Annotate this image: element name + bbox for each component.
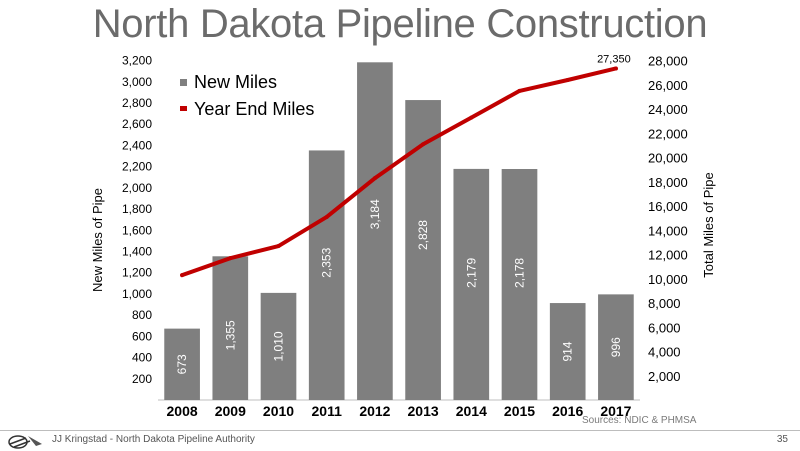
left-tick-label: 2,200 <box>122 160 152 174</box>
left-tick-label: 400 <box>132 351 152 365</box>
bar-value-label: 2,353 <box>320 247 334 277</box>
line-point <box>421 142 426 147</box>
page-number: 35 <box>776 434 788 445</box>
bar-value-label: 1,010 <box>272 331 286 361</box>
legend-swatch-new-miles <box>180 79 187 86</box>
line-point <box>613 66 618 71</box>
right-tick-label: 4,000 <box>648 345 681 360</box>
year-end-miles-line <box>180 66 618 278</box>
left-axis-title: New Miles of Pipe <box>90 188 105 292</box>
right-tick-label: 22,000 <box>648 126 688 141</box>
right-tick-label: 24,000 <box>648 102 688 117</box>
left-tick-label: 2,400 <box>122 138 152 152</box>
bar <box>164 328 200 400</box>
legend-label-year-end-miles: Year End Miles <box>194 99 314 119</box>
x-tick-label: 2011 <box>312 403 343 419</box>
x-tick-label: 2017 <box>600 403 631 419</box>
legend-label-new-miles: New Miles <box>194 72 277 92</box>
x-tick-label: 2010 <box>263 403 294 419</box>
line-point <box>565 78 570 82</box>
left-tick-label: 200 <box>132 372 152 386</box>
right-tick-label: 2,000 <box>648 369 681 384</box>
right-tick-label: 16,000 <box>648 199 688 214</box>
right-tick-label: 14,000 <box>648 223 688 238</box>
chart-title: North Dakota Pipeline Construction <box>92 2 708 46</box>
left-tick-label: 2,000 <box>122 181 152 195</box>
line-point <box>228 256 233 261</box>
line-point <box>517 88 522 93</box>
line-end-label: 27,350 <box>597 53 631 65</box>
left-tick-label: 1,600 <box>122 223 152 237</box>
bar <box>549 303 586 400</box>
bar-value-label: 2,828 <box>416 220 430 250</box>
bar-value-label: 673 <box>175 354 189 374</box>
line-point <box>469 115 474 120</box>
right-tick-label: 28,000 <box>648 54 688 69</box>
left-tick-label: 3,200 <box>122 54 152 68</box>
x-tick-label: 2008 <box>167 403 198 419</box>
bar-value-label: 996 <box>609 337 623 357</box>
legend-swatch-year-end-miles <box>180 106 187 111</box>
right-tick-label: 12,000 <box>648 248 688 263</box>
left-tick-label: 2,800 <box>122 96 152 110</box>
left-tick-label: 3,000 <box>122 75 152 89</box>
left-tick-label: 800 <box>132 308 152 322</box>
line-point <box>276 244 281 249</box>
source-note: Sources: NDIC & PHMSA <box>582 415 697 426</box>
bar-value-label: 2,179 <box>464 258 478 288</box>
right-axis-title: Total Miles of Pipe <box>701 172 716 278</box>
right-tick-label: 18,000 <box>648 175 688 190</box>
pipeline-chart: 200 400 600 800 1,000 1,200 1,400 1,600 1,800 2,0… <box>90 53 716 419</box>
left-tick-label: 1,200 <box>122 266 152 280</box>
slide-footer: JJ Kringstad - North Dakota Pipeline Aut… <box>0 430 800 451</box>
bar <box>405 100 441 400</box>
x-tick-label: 2009 <box>215 403 246 419</box>
bar-value-label: 3,184 <box>368 199 382 229</box>
footer-author: JJ Kringstad - North Dakota Pipeline Aut… <box>52 434 255 445</box>
x-tick-label: 2012 <box>359 403 390 419</box>
right-tick-label: 26,000 <box>648 78 688 93</box>
bar <box>308 150 345 400</box>
left-tick-label: 2,600 <box>122 117 152 131</box>
x-tick-label: 2014 <box>456 403 487 419</box>
bar <box>357 62 393 400</box>
bar-value-label: 1,355 <box>223 320 237 350</box>
x-tick-label: 2016 <box>552 403 583 419</box>
bar <box>598 294 634 400</box>
left-tick-label: 600 <box>132 329 152 343</box>
left-tick-label: 1,000 <box>122 287 152 301</box>
right-tick-label: 6,000 <box>648 320 681 335</box>
bar <box>260 292 297 400</box>
bar-value-label: 2,178 <box>513 258 527 288</box>
x-tick-label: 2015 <box>504 403 535 419</box>
bar-value-label: 914 <box>561 341 575 361</box>
left-tick-label: 1,800 <box>122 202 152 216</box>
right-tick-label: 20,000 <box>648 151 688 166</box>
bar <box>501 169 538 400</box>
left-tick-label: 1,400 <box>122 245 152 259</box>
line-point <box>180 273 185 278</box>
bar <box>453 168 490 400</box>
line-point <box>324 214 329 219</box>
line-point <box>372 176 377 181</box>
pipeline-authority-logo-icon <box>8 435 42 449</box>
right-tick-label: 10,000 <box>648 272 688 287</box>
x-tick-label: 2013 <box>408 403 439 419</box>
right-tick-label: 8,000 <box>648 296 681 311</box>
bar <box>212 256 249 400</box>
